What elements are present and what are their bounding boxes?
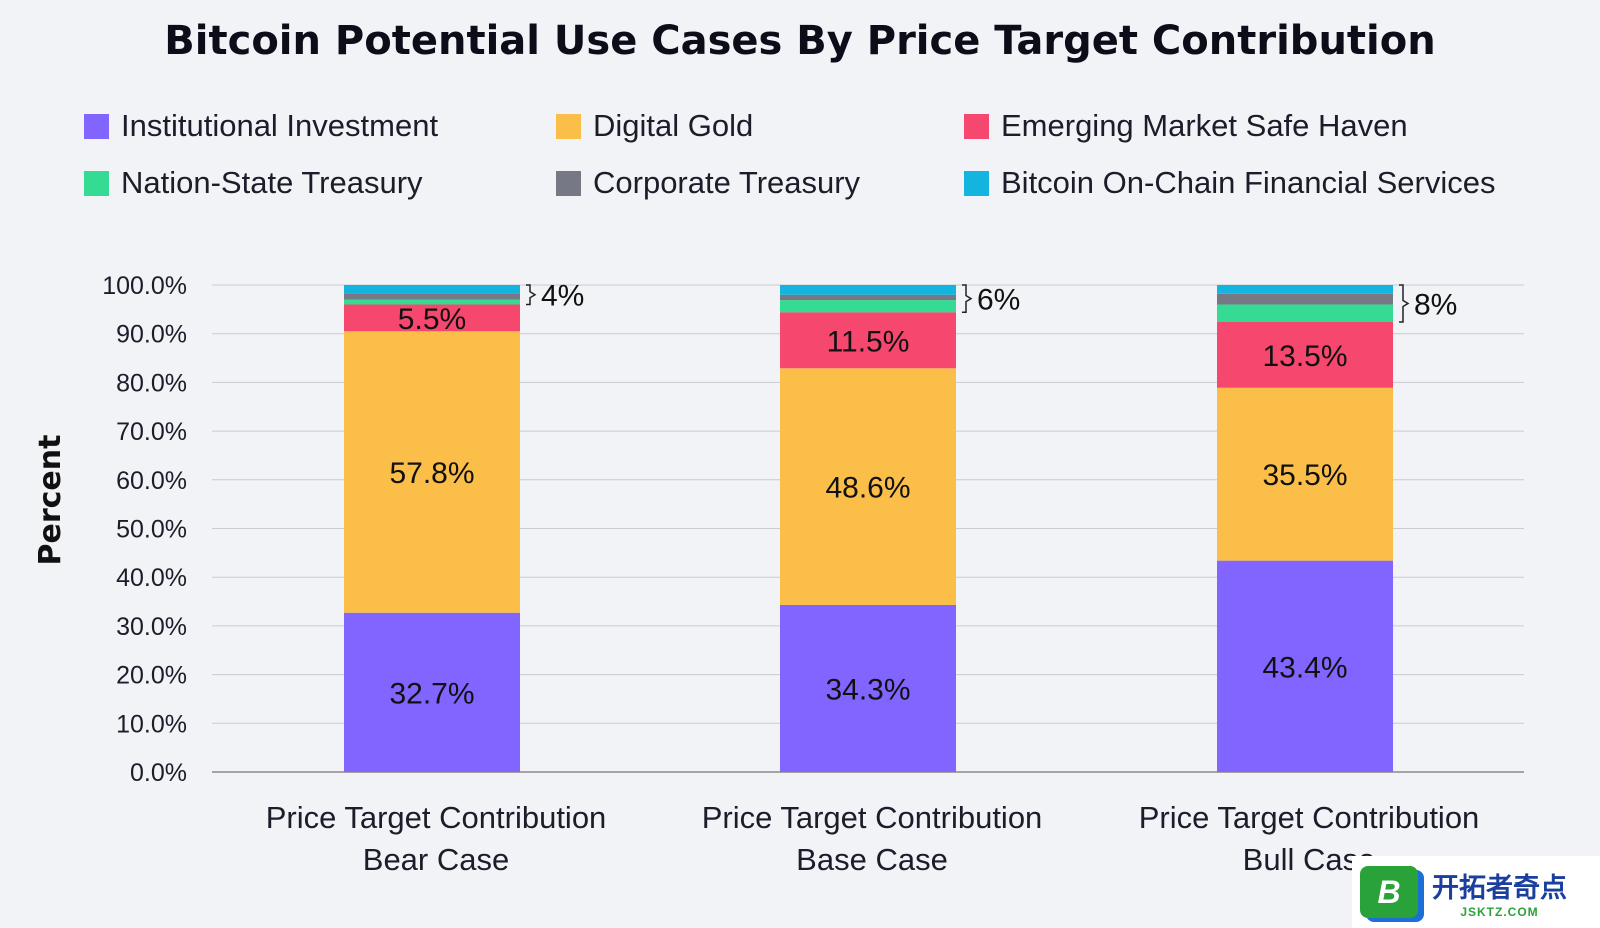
- y-tick-label: 30.0%: [116, 613, 187, 641]
- y-tick-label: 0.0%: [130, 759, 187, 787]
- bar-segment: [1217, 285, 1393, 294]
- bar-segment: [344, 331, 520, 613]
- bracket-label: 6%: [977, 284, 1020, 317]
- bar-segment: [780, 294, 956, 301]
- watermark-subtext: JSKTZ.COM: [1460, 904, 1539, 919]
- watermark-text: 开拓者奇点: [1432, 872, 1567, 904]
- x-tick-label: Price Target Contribution: [266, 800, 607, 835]
- x-tick-label: Base Case: [796, 842, 948, 877]
- y-tick-label: 50.0%: [116, 516, 187, 544]
- x-tick-label: Price Target Contribution: [1139, 800, 1480, 835]
- y-tick-label: 70.0%: [116, 418, 187, 446]
- legend-label: Bitcoin On-Chain Financial Services: [1001, 165, 1496, 200]
- legend-item-institutional-investment: Institutional Investment: [84, 108, 438, 144]
- bar-segment: [780, 312, 956, 369]
- x-tick-label: Bear Case: [363, 842, 509, 877]
- legend-label: Corporate Treasury: [593, 165, 861, 200]
- data-label: 11.5%: [827, 325, 910, 358]
- legend-item-bitcoin-on-chain-financial-services: Bitcoin On-Chain Financial Services: [964, 165, 1496, 201]
- bar-segment: [344, 612, 520, 772]
- bracket: [526, 284, 537, 306]
- legend-swatch: [84, 170, 109, 196]
- legend-swatch: [964, 113, 989, 139]
- legend-swatch: [964, 170, 989, 196]
- chart-title: Bitcoin Potential Use Cases By Price Tar…: [164, 18, 1436, 64]
- bar-segment: [780, 604, 956, 772]
- legend-label: Nation-State Treasury: [121, 165, 423, 200]
- bracket: [962, 284, 973, 314]
- watermark-logo: B: [1360, 866, 1418, 918]
- bar-segment: [344, 299, 520, 305]
- bar-segment: [1217, 304, 1393, 323]
- y-tick-label: 60.0%: [116, 467, 187, 495]
- y-tick-label: 10.0%: [116, 710, 187, 738]
- legend-label: Digital Gold: [593, 108, 754, 143]
- legend-item-corporate-treasury: Corporate Treasury: [556, 165, 860, 201]
- bar-segment: [344, 293, 520, 300]
- y-tick-label: 100.0%: [102, 272, 187, 300]
- bar-segment: [780, 300, 956, 313]
- bar-segment: [1217, 322, 1393, 388]
- y-tick-label: 80.0%: [116, 369, 187, 397]
- data-label: 43.4%: [1262, 651, 1347, 684]
- watermark-text-block: 开拓者奇点 JSKTZ.COM: [1432, 866, 1567, 919]
- data-label: 34.3%: [825, 673, 910, 706]
- bar-segment: [780, 285, 956, 295]
- data-label: 32.7%: [389, 677, 474, 710]
- bar-segment: [1217, 293, 1393, 305]
- bar-segment: [1217, 387, 1393, 561]
- legend-item-emerging-market-safe-haven: Emerging Market Safe Haven: [964, 108, 1408, 144]
- bar-segment: [1217, 560, 1393, 772]
- data-label: 13.5%: [1262, 340, 1347, 373]
- data-label: 48.6%: [825, 472, 910, 505]
- bar-segment: [780, 368, 956, 605]
- legend-swatch: [556, 113, 581, 139]
- legend-swatch: [556, 170, 581, 196]
- bracket-label: 4%: [541, 280, 584, 313]
- bar-segment: [344, 304, 520, 332]
- legend-item-nation-state-treasury: Nation-State Treasury: [84, 165, 423, 201]
- y-tick-label: 90.0%: [116, 321, 187, 349]
- data-label: 5.5%: [398, 303, 466, 336]
- x-tick-label: Price Target Contribution: [702, 800, 1043, 835]
- data-label: 57.8%: [389, 457, 474, 490]
- bracket-label: 8%: [1414, 289, 1457, 322]
- bar-segment: [344, 285, 520, 294]
- legend-item-digital-gold: Digital Gold: [556, 108, 753, 144]
- watermark: B 开拓者奇点 JSKTZ.COM: [1352, 856, 1600, 928]
- y-tick-label: 40.0%: [116, 564, 187, 592]
- y-axis-label: Percent: [33, 435, 68, 566]
- data-label: 35.5%: [1262, 459, 1347, 492]
- legend-label: Emerging Market Safe Haven: [1001, 108, 1408, 143]
- y-tick-label: 20.0%: [116, 662, 187, 690]
- legend-label: Institutional Investment: [121, 108, 439, 143]
- legend-swatch: [84, 113, 109, 139]
- bracket: [1399, 284, 1410, 323]
